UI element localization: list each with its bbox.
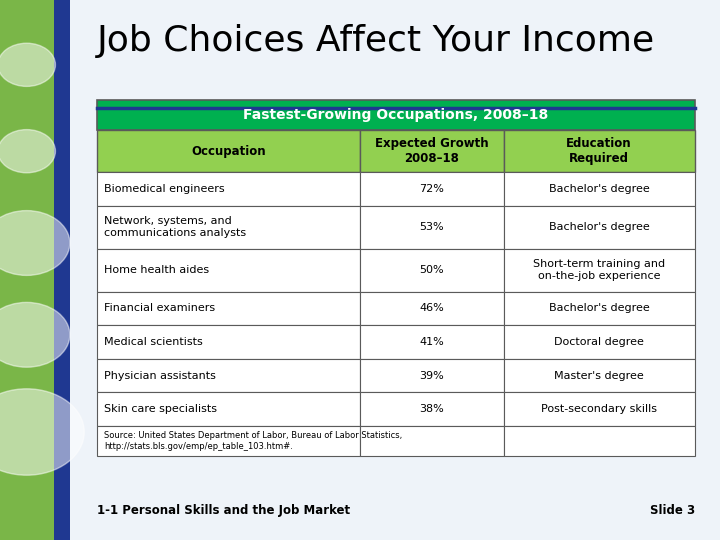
Bar [97, 292, 360, 325]
Bar [54, 0, 70, 540]
Circle shape [0, 389, 84, 475]
Bar [97, 393, 360, 426]
Bar [97, 100, 695, 130]
Text: Biomedical engineers: Biomedical engineers [104, 184, 225, 194]
Bar [0, 0, 54, 540]
Circle shape [0, 302, 70, 367]
Text: Bachelor's degree: Bachelor's degree [549, 184, 649, 194]
Text: Fastest-Growing Occupations, 2008–18: Fastest-Growing Occupations, 2008–18 [243, 108, 549, 122]
Bar [503, 172, 695, 206]
Text: Slide 3: Slide 3 [649, 504, 695, 517]
Bar [503, 393, 695, 426]
Text: 39%: 39% [420, 370, 444, 381]
Circle shape [0, 130, 55, 173]
Circle shape [0, 43, 55, 86]
Bar [360, 172, 503, 206]
Circle shape [0, 211, 70, 275]
Text: 53%: 53% [420, 222, 444, 232]
Text: Occupation: Occupation [192, 145, 266, 158]
Text: Master's degree: Master's degree [554, 370, 644, 381]
Text: 1-1 Personal Skills and the Job Market: 1-1 Personal Skills and the Job Market [97, 504, 351, 517]
Bar [97, 172, 360, 206]
Bar [360, 393, 503, 426]
Bar [97, 130, 360, 172]
Bar [360, 206, 503, 249]
Text: Post-secondary skills: Post-secondary skills [541, 404, 657, 414]
Bar [503, 249, 695, 292]
Bar [360, 130, 503, 172]
Text: Skin care specialists: Skin care specialists [104, 404, 217, 414]
Text: Physician assistants: Physician assistants [104, 370, 216, 381]
Text: Network, systems, and
communications analysts: Network, systems, and communications ana… [104, 217, 246, 238]
Bar [97, 325, 360, 359]
Bar [503, 130, 695, 172]
Bar [97, 249, 360, 292]
Bar [503, 426, 695, 456]
Bar [503, 325, 695, 359]
Text: Financial examiners: Financial examiners [104, 303, 215, 313]
Bar [97, 426, 360, 456]
Text: Doctoral degree: Doctoral degree [554, 337, 644, 347]
Text: Short-term training and
on-the-job experience: Short-term training and on-the-job exper… [533, 259, 665, 281]
Bar [97, 359, 360, 393]
Bar [503, 292, 695, 325]
Bar [360, 292, 503, 325]
Bar [360, 325, 503, 359]
Text: Source: United States Department of Labor, Bureau of Labor Statistics,
http://st: Source: United States Department of Labo… [104, 431, 402, 451]
Text: 41%: 41% [420, 337, 444, 347]
Text: Job Choices Affect Your Income: Job Choices Affect Your Income [97, 24, 655, 58]
Text: Bachelor's degree: Bachelor's degree [549, 303, 649, 313]
Bar [97, 206, 360, 249]
Text: 72%: 72% [420, 184, 444, 194]
Text: 46%: 46% [420, 303, 444, 313]
Text: 38%: 38% [420, 404, 444, 414]
Text: Medical scientists: Medical scientists [104, 337, 203, 347]
Bar [360, 426, 503, 456]
Text: 50%: 50% [420, 265, 444, 275]
Text: Bachelor's degree: Bachelor's degree [549, 222, 649, 232]
Text: Home health aides: Home health aides [104, 265, 210, 275]
Bar [503, 359, 695, 393]
Bar [503, 206, 695, 249]
Text: Expected Growth
2008–18: Expected Growth 2008–18 [375, 137, 489, 165]
Text: Education
Required: Education Required [567, 137, 632, 165]
Bar [360, 359, 503, 393]
Bar [360, 249, 503, 292]
